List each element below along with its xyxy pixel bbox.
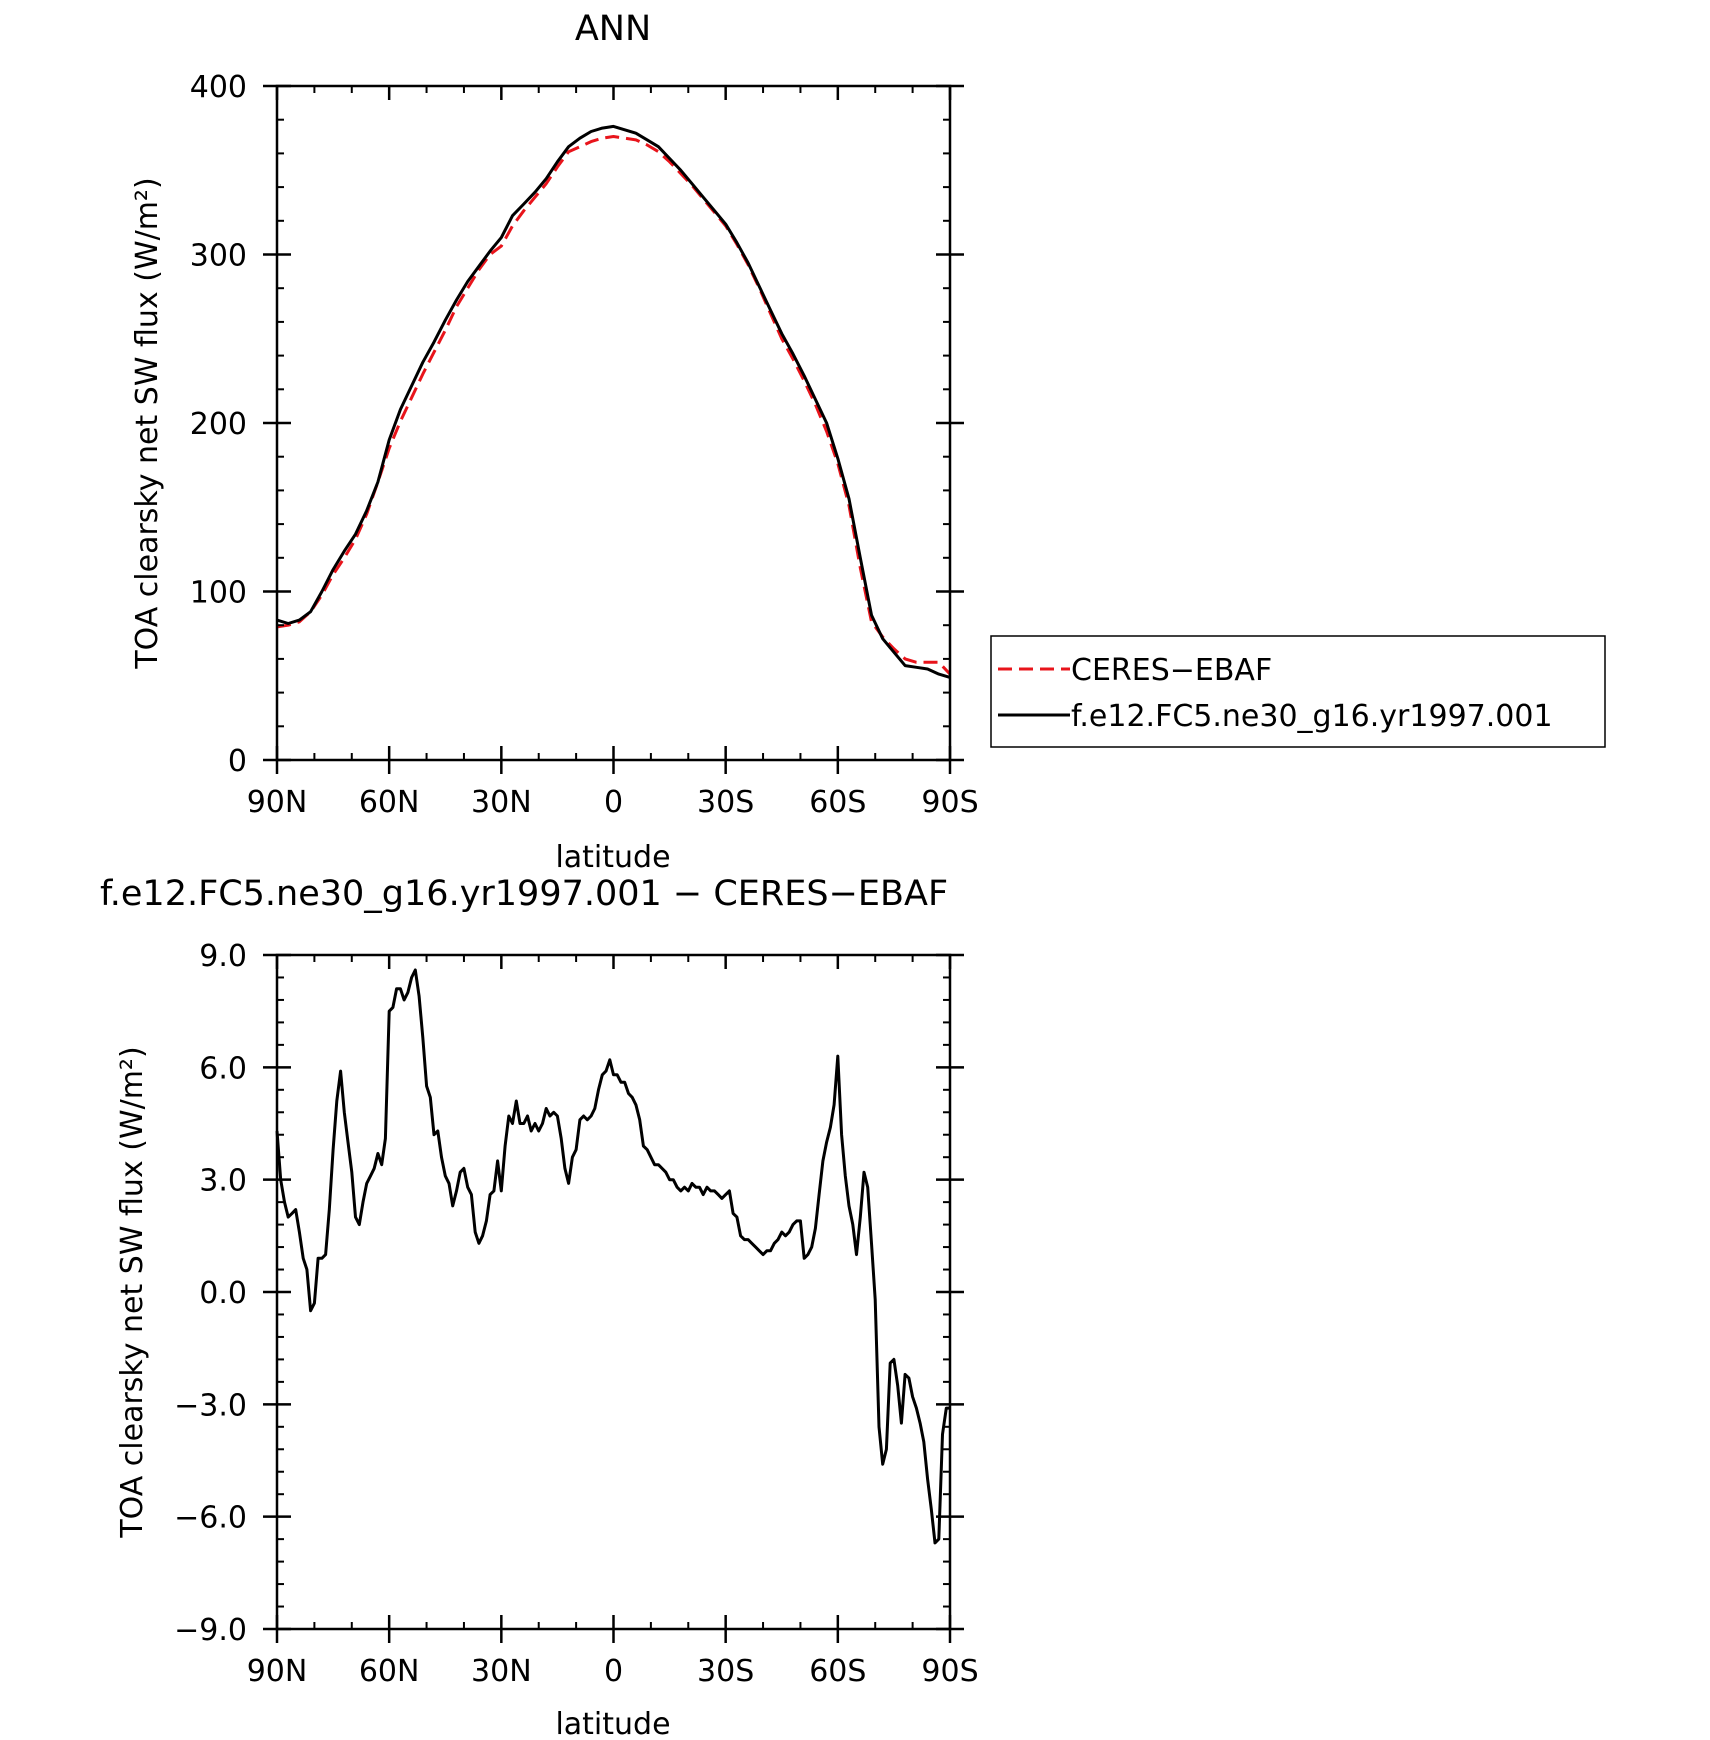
bottom-x-tick-label: 0	[604, 1654, 623, 1689]
top-x-tick-label: 90S	[921, 785, 978, 820]
bottom-plot-frame	[275, 953, 952, 1631]
top-x-tick-label: 0	[604, 785, 623, 820]
bottom-x-tick-label: 90N	[247, 1654, 308, 1689]
bottom-x-tick-label: 60S	[809, 1654, 866, 1689]
bottom-y-tick-labels: −9.0 −6.0 −3.0 0.0 3.0 6.0 9.0	[174, 939, 247, 1648]
top-axis-ticks	[263, 84, 964, 774]
top-y-tick-label: 0	[228, 744, 247, 779]
bottom-axis-ticks	[263, 953, 964, 1643]
legend-box	[990, 635, 1606, 748]
top-series-line-1	[276, 124, 951, 679]
top-y-tick-label: 200	[190, 407, 247, 442]
top-x-tick-labels: 90N 60N 30N 0 30S 60S 90S	[247, 785, 979, 820]
bottom-y-tick-label: 3.0	[199, 1164, 247, 1199]
bottom-y-tick-label: −9.0	[174, 1613, 247, 1648]
top-panel: ANN 90N 60N 30N 0 30S 60S 90S 0 100 200 300 400 la…	[130, 9, 1606, 875]
bottom-y-tick-label: −3.0	[174, 1388, 247, 1423]
bottom-x-tick-label: 30S	[697, 1654, 754, 1689]
top-x-tick-label: 30S	[697, 785, 754, 820]
bottom-plot-area	[275, 968, 950, 1545]
bottom-x-tick-label: 60N	[359, 1654, 420, 1689]
bottom-y-tick-label: 0.0	[199, 1276, 247, 1311]
top-x-tick-label: 60N	[359, 785, 420, 820]
legend-label-1: f.e12.FC5.ne30_g16.yr1997.001	[1071, 699, 1553, 734]
top-x-tick-label: 30N	[471, 785, 532, 820]
top-x-axis-label: latitude	[555, 840, 670, 875]
legend: CERES−EBAF f.e12.FC5.ne30_g16.yr1997.001	[990, 635, 1606, 748]
bottom-x-tick-labels: 90N 60N 30N 0 30S 60S 90S	[247, 1654, 979, 1689]
top-y-axis-label: TOA clearsky net SW flux (W/m²)	[130, 177, 165, 669]
bottom-x-axis-label: latitude	[555, 1707, 670, 1740]
top-y-tick-labels: 0 100 200 300 400	[190, 70, 247, 779]
top-series-line-0	[276, 135, 952, 676]
top-x-tick-label: 90N	[247, 785, 308, 820]
legend-label-0: CERES−EBAF	[1071, 653, 1272, 688]
top-y-tick-label: 400	[190, 70, 247, 105]
legend-items: CERES−EBAF f.e12.FC5.ne30_g16.yr1997.001	[998, 653, 1553, 734]
bottom-y-tick-label: −6.0	[174, 1501, 247, 1536]
top-y-tick-label: 300	[190, 239, 247, 274]
bottom-y-tick-label: 6.0	[199, 1051, 247, 1086]
bottom-panel: f.e12.FC5.ne30_g16.yr1997.001 − CERES−EB…	[100, 874, 979, 1740]
bottom-y-tick-label: 9.0	[199, 939, 247, 974]
bottom-y-axis-label: TOA clearsky net SW flux (W/m²)	[115, 1046, 150, 1538]
top-chart-title: ANN	[575, 9, 651, 49]
bottom-series-line-0	[275, 968, 950, 1545]
top-plot-frame	[275, 84, 952, 762]
top-y-tick-label: 100	[190, 576, 247, 611]
bottom-chart-title: f.e12.FC5.ne30_g16.yr1997.001 − CERES−EB…	[100, 874, 948, 914]
top-x-tick-label: 60S	[809, 785, 866, 820]
bottom-x-tick-label: 30N	[471, 1654, 532, 1689]
top-plot-area	[276, 124, 952, 679]
bottom-x-tick-label: 90S	[921, 1654, 978, 1689]
